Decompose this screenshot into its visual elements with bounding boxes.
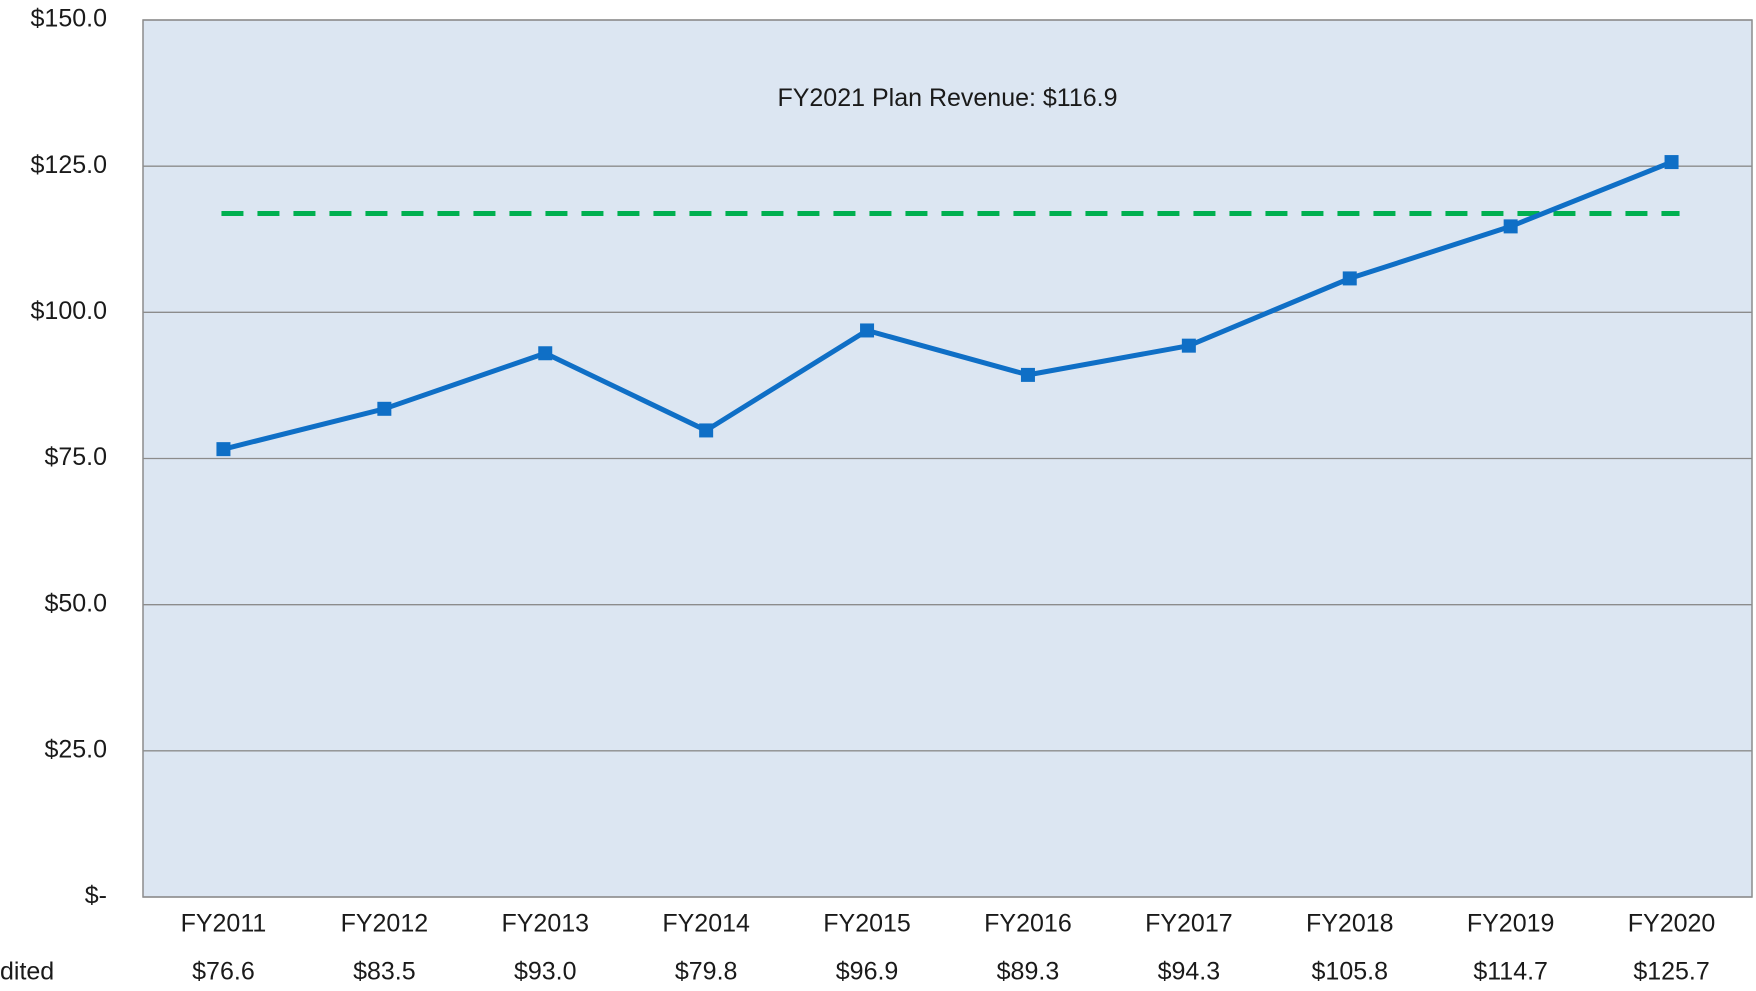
data-label: $89.3 bbox=[997, 958, 1060, 986]
x-tick-label: FY2017 bbox=[1145, 910, 1233, 938]
data-point bbox=[538, 346, 553, 361]
data-label: $94.3 bbox=[1158, 958, 1221, 986]
data-label: $93.0 bbox=[514, 958, 577, 986]
x-tick-label: FY2019 bbox=[1467, 910, 1555, 938]
data-label: $96.9 bbox=[836, 958, 899, 986]
y-tick-label: $25.0 bbox=[44, 735, 107, 763]
data-label: $125.7 bbox=[1633, 958, 1709, 986]
y-tick-label: $150.0 bbox=[31, 5, 107, 33]
data-point bbox=[1181, 338, 1196, 353]
data-point bbox=[699, 423, 714, 438]
x-tick-label: FY2018 bbox=[1306, 910, 1394, 938]
data-point bbox=[377, 401, 392, 416]
data-label: $105.8 bbox=[1312, 958, 1388, 986]
x-tick-label: FY2015 bbox=[823, 910, 911, 938]
x-tick-label: FY2013 bbox=[501, 910, 589, 938]
data-point bbox=[1342, 271, 1357, 286]
data-point bbox=[1020, 367, 1035, 382]
data-label: $114.7 bbox=[1473, 958, 1548, 986]
data-label: $79.8 bbox=[675, 958, 738, 986]
y-tick-label: $100.0 bbox=[31, 297, 107, 325]
x-tick-label: FY2012 bbox=[341, 910, 429, 938]
data-point bbox=[1664, 155, 1679, 170]
y-tick-label: $75.0 bbox=[44, 443, 107, 471]
row-label: dited bbox=[0, 958, 54, 986]
series-line bbox=[222, 159, 1673, 452]
x-tick-label: FY2020 bbox=[1628, 910, 1716, 938]
y-tick-label: $50.0 bbox=[44, 589, 107, 617]
data-label: $83.5 bbox=[353, 958, 416, 986]
data-point bbox=[216, 442, 231, 457]
data-point bbox=[1503, 219, 1518, 234]
data-point bbox=[860, 323, 875, 338]
x-tick-label: FY2016 bbox=[984, 910, 1072, 938]
x-tick-label: FY2014 bbox=[662, 910, 750, 938]
annotation: FY2021 Plan Revenue: $116.9 bbox=[777, 84, 1117, 112]
y-tick-label: $- bbox=[85, 882, 107, 910]
x-tick-label: FY2011 bbox=[181, 910, 267, 938]
data-label: $76.6 bbox=[192, 958, 255, 986]
y-tick-label: $125.0 bbox=[31, 151, 107, 179]
